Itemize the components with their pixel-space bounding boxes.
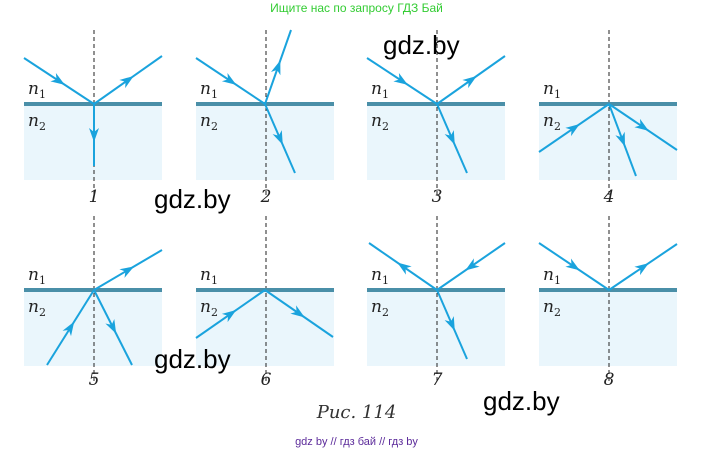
arrow-icon [62, 321, 75, 337]
lower-medium [24, 290, 162, 366]
arrow-icon [615, 131, 625, 147]
n1-label: n1 [28, 265, 46, 287]
n1-label: n1 [200, 79, 218, 101]
arrow-icon [290, 305, 305, 318]
lower-medium [367, 290, 505, 366]
n1-label: n1 [371, 79, 389, 101]
panel-number: 1 [89, 187, 100, 207]
arrow-icon [462, 75, 477, 89]
arrow-icon [119, 266, 135, 278]
n1-label: n1 [543, 79, 561, 101]
arrow-icon [105, 318, 117, 334]
panel-number: 5 [89, 370, 100, 390]
lower-medium [196, 290, 334, 366]
panel-number: 8 [604, 370, 615, 390]
arrow-icon [444, 316, 455, 331]
n1-label: n1 [200, 265, 218, 287]
arrow-icon [272, 130, 283, 145]
arrow-icon [50, 72, 65, 85]
panel-number: 2 [260, 187, 272, 207]
n1-label: n1 [28, 79, 46, 101]
arrow-icon [444, 130, 455, 145]
arrow-icon [634, 118, 649, 131]
panel-number: 3 [432, 187, 443, 207]
arrow-icon [397, 262, 412, 275]
figure-caption: Рис. 114 [316, 402, 397, 423]
watermark: gdz.by [383, 30, 460, 60]
arrow-icon [465, 258, 480, 271]
arrow-icon [270, 60, 281, 76]
n1-label: n1 [543, 265, 561, 287]
arrow-icon [221, 72, 237, 85]
arrow-icon [565, 124, 580, 137]
arrow-icon [221, 310, 237, 323]
lower-medium [367, 104, 505, 180]
panel-number: 6 [261, 370, 272, 390]
watermark: gdz.by [483, 386, 560, 416]
arrow-icon [393, 72, 408, 85]
arrow-icon [119, 75, 134, 89]
arrow-icon [565, 258, 580, 271]
lower-medium [196, 104, 334, 180]
arrow-icon [634, 263, 649, 276]
n1-label: n1 [371, 265, 389, 287]
panel-number: 4 [603, 187, 615, 207]
arrow-icon [89, 128, 99, 142]
footer-watermark: gdz by // гдз бай // гдз by [295, 436, 418, 448]
header-watermark: Ищите нас по запросу ГДЗ Бай [270, 1, 443, 15]
watermark: gdz.by [154, 184, 231, 214]
lower-medium [539, 104, 677, 180]
lower-medium [539, 290, 677, 366]
watermark: gdz.by [154, 344, 231, 374]
panel-number: 7 [432, 370, 443, 390]
